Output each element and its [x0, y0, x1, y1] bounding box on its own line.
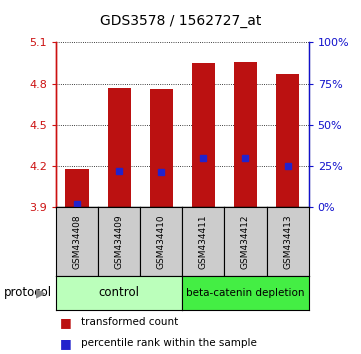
- Text: control: control: [99, 286, 140, 299]
- Bar: [192, 63, 215, 207]
- Text: ■: ■: [60, 337, 71, 350]
- Text: protocol: protocol: [4, 286, 52, 299]
- Bar: [108, 88, 131, 207]
- Text: ▶: ▶: [36, 286, 46, 299]
- Bar: [65, 169, 88, 207]
- Bar: [276, 74, 299, 207]
- Text: percentile rank within the sample: percentile rank within the sample: [81, 338, 257, 348]
- Text: GSM434410: GSM434410: [157, 214, 166, 269]
- Text: ■: ■: [60, 316, 71, 329]
- Bar: [150, 89, 173, 207]
- Text: beta-catenin depletion: beta-catenin depletion: [186, 288, 305, 298]
- Bar: [234, 62, 257, 207]
- Text: GSM434413: GSM434413: [283, 214, 292, 269]
- Text: transformed count: transformed count: [81, 317, 178, 327]
- Text: GSM434409: GSM434409: [115, 214, 123, 269]
- Text: GDS3578 / 1562727_at: GDS3578 / 1562727_at: [100, 14, 261, 28]
- Text: GSM434411: GSM434411: [199, 214, 208, 269]
- Text: GSM434412: GSM434412: [241, 215, 250, 269]
- Text: GSM434408: GSM434408: [73, 214, 82, 269]
